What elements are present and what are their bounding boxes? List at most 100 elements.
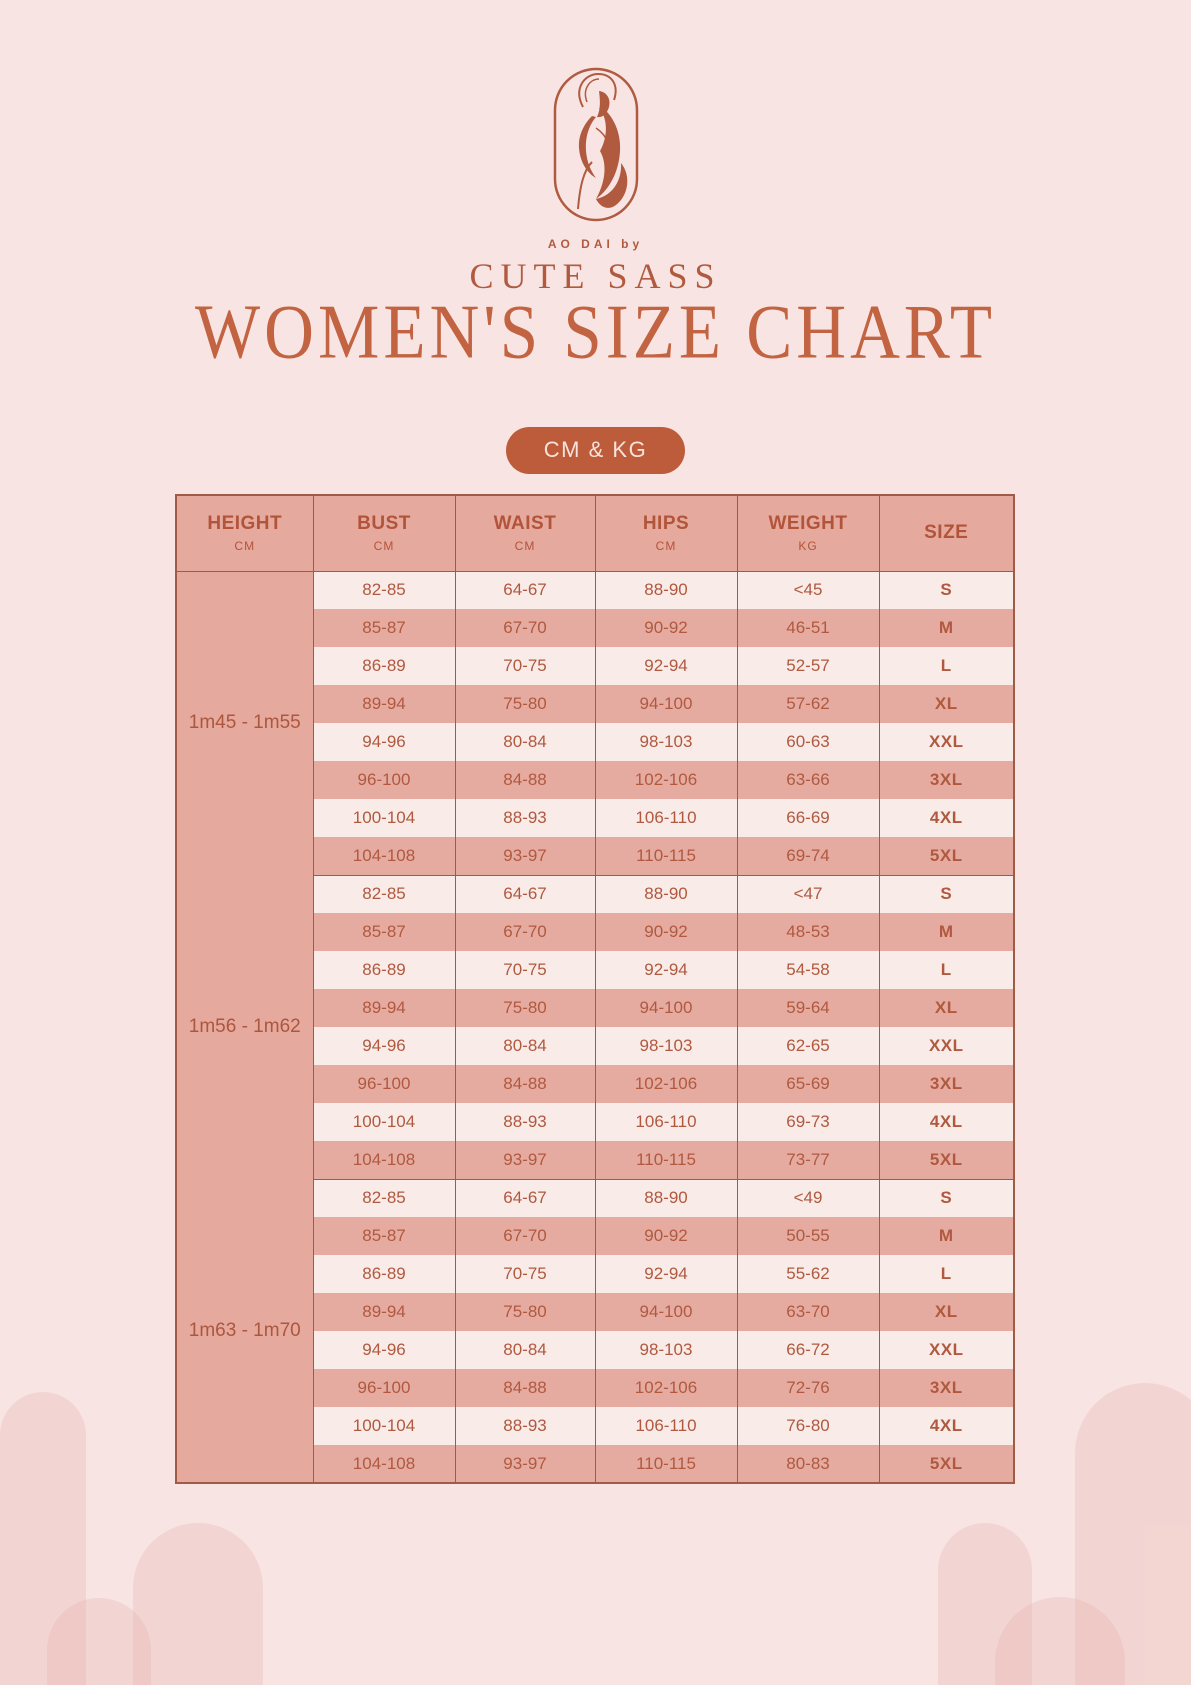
cell-size: 5XL xyxy=(878,837,1015,876)
cell-size: 4XL xyxy=(878,799,1015,837)
cell-weight: <45 xyxy=(736,571,880,609)
column-unit: CM xyxy=(514,538,536,553)
table-row: 85-87 67-70 90-92 46-51 M xyxy=(176,609,1015,647)
units-badge: CM & KG xyxy=(505,427,686,474)
cell-hips: 94-100 xyxy=(594,1293,738,1331)
cell-waist: 80-84 xyxy=(454,1331,596,1369)
cell-bust: 100-104 xyxy=(312,1407,456,1445)
table-header: HEIGHT CM BUST CM WAIST CM HIPS CM WEIGHT KG SIZE xyxy=(175,494,1015,572)
cell-weight: 59-64 xyxy=(736,989,880,1027)
cell-size: M xyxy=(878,913,1015,951)
table-row: 100-104 88-93 106-110 66-69 4XL xyxy=(176,799,1015,837)
cell-weight: 62-65 xyxy=(736,1027,880,1065)
table-row: 104-108 93-97 110-115 80-83 5XL xyxy=(176,1445,1015,1484)
table-row: 1m56 - 1m62 82-85 64-67 88-90 <47 S xyxy=(175,875,1015,1179)
table-row: 100-104 88-93 106-110 69-73 4XL xyxy=(176,1103,1015,1141)
cell-weight: 69-73 xyxy=(736,1103,880,1141)
cell-bust: 82-85 xyxy=(312,571,456,609)
cell-waist: 93-97 xyxy=(454,1445,596,1484)
cell-size: XXL xyxy=(878,723,1015,761)
cell-bust: 94-96 xyxy=(312,723,456,761)
arch-decoration xyxy=(1075,1383,1191,1685)
cell-size: 3XL xyxy=(878,1369,1015,1407)
height-range-cell: 1m45 - 1m55 xyxy=(175,571,314,875)
cell-hips: 92-94 xyxy=(594,1255,738,1293)
cell-weight: 52-57 xyxy=(736,647,880,685)
cell-weight: 69-74 xyxy=(736,837,880,876)
cell-waist: 64-67 xyxy=(454,875,596,913)
cell-weight: 57-62 xyxy=(736,685,880,723)
cell-bust: 96-100 xyxy=(312,761,456,799)
cell-hips: 94-100 xyxy=(594,685,738,723)
cell-bust: 104-108 xyxy=(312,1445,456,1484)
cell-bust: 104-108 xyxy=(312,837,456,876)
cell-waist: 93-97 xyxy=(454,837,596,876)
cell-bust: 85-87 xyxy=(312,913,456,951)
cell-waist: 75-80 xyxy=(454,685,596,723)
cell-weight: <49 xyxy=(736,1179,880,1217)
cell-size: XL xyxy=(878,1293,1015,1331)
cell-weight: 80-83 xyxy=(736,1445,880,1484)
cell-size: S xyxy=(878,571,1015,609)
cell-size: XL xyxy=(878,989,1015,1027)
table-row: 100-104 88-93 106-110 76-80 4XL xyxy=(176,1407,1015,1445)
cell-hips: 88-90 xyxy=(594,1179,738,1217)
cell-hips: 106-110 xyxy=(594,1407,738,1445)
column-unit: CM xyxy=(655,538,677,553)
column-header-waist: WAIST CM xyxy=(454,494,596,572)
height-range-cell: 1m56 - 1m62 xyxy=(175,875,314,1179)
column-label: HEIGHT xyxy=(207,512,283,534)
cell-bust: 82-85 xyxy=(312,875,456,913)
ao-dai-woman-logo-icon xyxy=(553,67,638,222)
cell-waist: 67-70 xyxy=(454,1217,596,1255)
cell-weight: 60-63 xyxy=(736,723,880,761)
arch-decoration xyxy=(0,1392,86,1685)
cell-hips: 110-115 xyxy=(594,837,738,876)
arch-decoration xyxy=(47,1598,151,1685)
cell-bust: 94-96 xyxy=(312,1027,456,1065)
table-row: 104-108 93-97 110-115 73-77 5XL xyxy=(176,1141,1015,1180)
cell-weight: 66-69 xyxy=(736,799,880,837)
cell-waist: 84-88 xyxy=(454,1065,596,1103)
cell-bust: 86-89 xyxy=(312,951,456,989)
table-row: 94-96 80-84 98-103 66-72 XXL xyxy=(176,1331,1015,1369)
cell-waist: 67-70 xyxy=(454,913,596,951)
cell-weight: 76-80 xyxy=(736,1407,880,1445)
cell-size: S xyxy=(878,1179,1015,1217)
cell-waist: 88-93 xyxy=(454,799,596,837)
cell-weight: 55-62 xyxy=(736,1255,880,1293)
size-table: HEIGHT CM BUST CM WAIST CM HIPS CM WEIGHT KG SIZE … xyxy=(175,494,1015,1484)
column-unit: CM xyxy=(234,538,256,553)
column-header-hips: HIPS CM xyxy=(594,494,738,572)
cell-bust: 89-94 xyxy=(312,685,456,723)
cell-bust: 82-85 xyxy=(312,1179,456,1217)
cell-waist: 75-80 xyxy=(454,1293,596,1331)
column-header-bust: BUST CM xyxy=(312,494,456,572)
cell-hips: 92-94 xyxy=(594,951,738,989)
cell-size: L xyxy=(878,647,1015,685)
cell-waist: 70-75 xyxy=(454,951,596,989)
cell-bust: 85-87 xyxy=(312,1217,456,1255)
cell-hips: 110-115 xyxy=(594,1445,738,1484)
cell-bust: 96-100 xyxy=(312,1065,456,1103)
cell-waist: 84-88 xyxy=(454,1369,596,1407)
cell-hips: 102-106 xyxy=(594,1065,738,1103)
cell-weight: 50-55 xyxy=(736,1217,880,1255)
cell-size: S xyxy=(878,875,1015,913)
cell-size: M xyxy=(878,1217,1015,1255)
column-unit: CM xyxy=(373,538,395,553)
table-row: 1m63 - 1m70 82-85 64-67 88-90 <49 S xyxy=(175,1179,1015,1483)
cell-bust: 89-94 xyxy=(312,989,456,1027)
column-label: SIZE xyxy=(924,521,969,543)
cell-size: 4XL xyxy=(878,1407,1015,1445)
cell-size: M xyxy=(878,609,1015,647)
cell-waist: 70-75 xyxy=(454,647,596,685)
cell-size: XXL xyxy=(878,1027,1015,1065)
cell-size: 4XL xyxy=(878,1103,1015,1141)
cell-waist: 64-67 xyxy=(454,1179,596,1217)
cell-weight: 73-77 xyxy=(736,1141,880,1180)
cell-waist: 93-97 xyxy=(454,1141,596,1180)
cell-hips: 88-90 xyxy=(594,571,738,609)
cell-bust: 86-89 xyxy=(312,647,456,685)
cell-weight: 63-66 xyxy=(736,761,880,799)
